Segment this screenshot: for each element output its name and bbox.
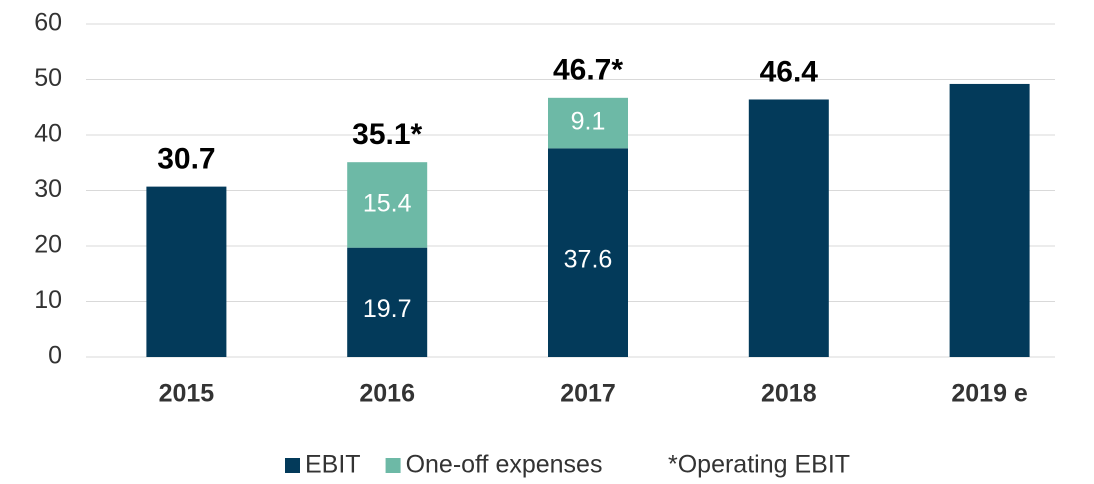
y-tick-label: 40 xyxy=(34,120,62,148)
value-label: 37.6 xyxy=(564,245,613,273)
value-label: 15.4 xyxy=(363,190,412,218)
x-tick-label: 2015 xyxy=(159,380,215,408)
x-tick-label: 2019 e xyxy=(951,380,1028,408)
note: *Operating EBIT xyxy=(668,451,850,479)
bar-segment xyxy=(949,83,1030,357)
total-label: 46.4 xyxy=(760,55,819,88)
legend-swatch xyxy=(285,458,300,473)
total-label: 35.1* xyxy=(352,118,422,151)
y-tick-label: 0 xyxy=(48,342,62,370)
legend-swatch xyxy=(385,458,401,473)
y-tick-label: 60 xyxy=(34,9,62,37)
bar-segment xyxy=(146,186,227,357)
legend-label: EBIT xyxy=(305,451,361,479)
bar-segment xyxy=(548,97,628,149)
value-label: 19.7 xyxy=(363,295,412,323)
total-label: 30.7 xyxy=(157,143,215,176)
y-tick-label: 10 xyxy=(34,286,62,314)
bar-segment xyxy=(548,148,628,357)
x-tick-label: 2016 xyxy=(359,380,415,408)
x-tick-label: 2018 xyxy=(761,380,817,408)
y-tick-label: 30 xyxy=(34,175,62,203)
bar-segment xyxy=(748,99,829,357)
bar-segment xyxy=(347,247,428,357)
value-label: 9.1 xyxy=(571,108,606,136)
y-tick-label: 20 xyxy=(34,231,62,259)
y-tick-label: 50 xyxy=(34,64,62,92)
x-tick-label: 2017 xyxy=(560,380,616,408)
legend-label: One-off expenses xyxy=(406,451,603,479)
total-label: 46.7* xyxy=(553,54,623,87)
bar-segment xyxy=(347,162,428,248)
